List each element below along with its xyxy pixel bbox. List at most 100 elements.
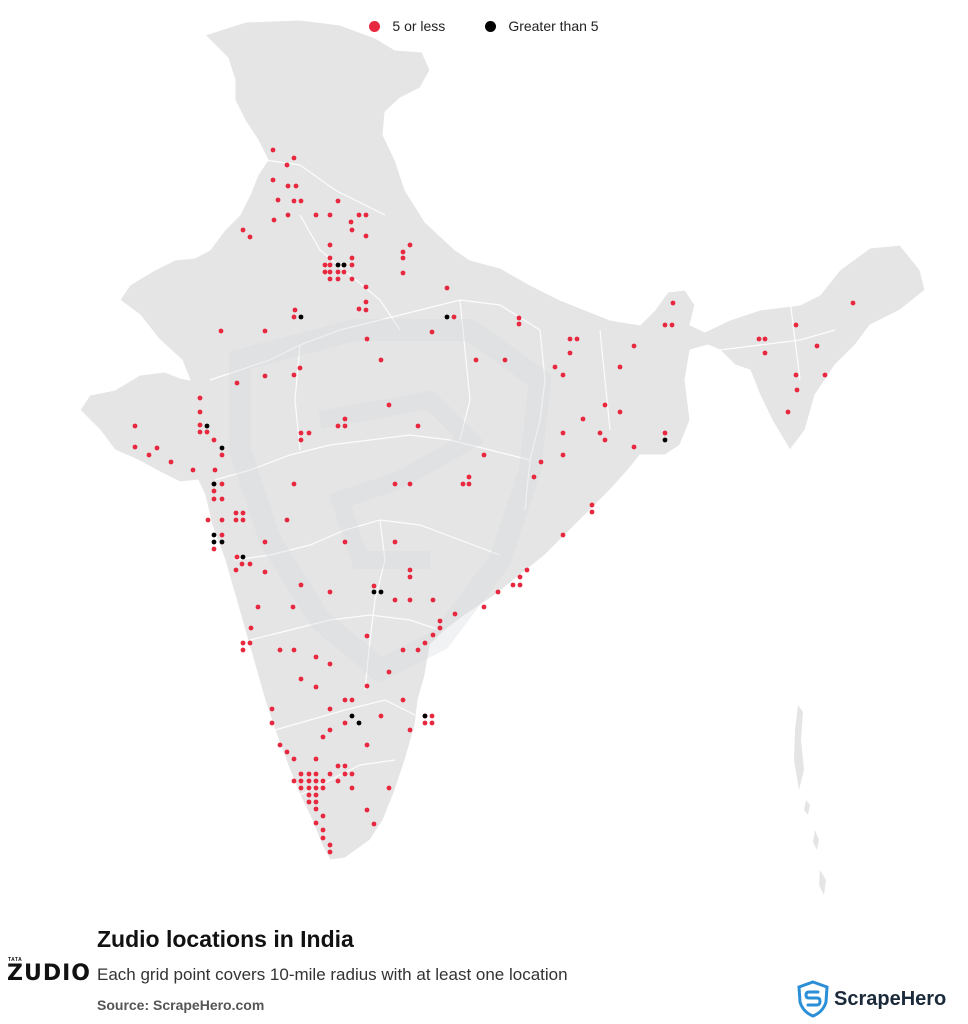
- location-point-high: [240, 554, 246, 560]
- location-point-low: [430, 632, 436, 638]
- location-point-low: [291, 756, 297, 762]
- location-point-low: [670, 300, 676, 306]
- location-point-low: [335, 269, 341, 275]
- location-point-high: [219, 445, 225, 451]
- location-point-low: [342, 720, 348, 726]
- location-point-low: [247, 234, 253, 240]
- location-point-low: [240, 227, 246, 233]
- location-point-low: [574, 336, 580, 342]
- location-point-low: [335, 778, 341, 784]
- location-point-low: [430, 597, 436, 603]
- location-point-low: [510, 582, 516, 588]
- location-point-low: [320, 827, 326, 833]
- location-point-low: [349, 276, 355, 282]
- location-point-low: [306, 785, 312, 791]
- location-point-low: [407, 567, 413, 573]
- location-point-low: [567, 336, 573, 342]
- location-point-low: [363, 212, 369, 218]
- location-point-low: [481, 604, 487, 610]
- location-point-low: [313, 756, 319, 762]
- location-point-low: [298, 771, 304, 777]
- location-point-low: [219, 517, 225, 523]
- location-point-low: [234, 554, 240, 560]
- location-point-low: [429, 713, 435, 719]
- location-point-high: [378, 589, 384, 595]
- location-point-low: [327, 661, 333, 667]
- location-point-low: [538, 459, 544, 465]
- location-point-low: [146, 452, 152, 458]
- location-point-high: [356, 720, 362, 726]
- watermark-shield: [229, 319, 552, 684]
- location-point-low: [400, 255, 406, 261]
- location-point-low: [349, 262, 355, 268]
- location-point-low: [602, 437, 608, 443]
- location-point-low: [793, 322, 799, 328]
- legend: 5 or less Greater than 5: [0, 18, 968, 34]
- location-point-low: [602, 402, 608, 408]
- location-point-low: [284, 749, 290, 755]
- location-point-low: [219, 496, 225, 502]
- legend-dot-low: [369, 20, 381, 32]
- location-point-low: [341, 269, 347, 275]
- location-point-low: [822, 372, 828, 378]
- location-point-high: [349, 713, 355, 719]
- location-point-low: [495, 589, 501, 595]
- location-point-low: [517, 582, 523, 588]
- brand-main-text: ZUDIO: [7, 961, 91, 986]
- location-point-low: [466, 481, 472, 487]
- location-point-high: [444, 314, 450, 320]
- location-point-low: [444, 285, 450, 291]
- location-point-low: [400, 647, 406, 653]
- location-point-low: [271, 217, 277, 223]
- location-point-high: [335, 262, 341, 268]
- location-point-low: [298, 437, 304, 443]
- location-point-low: [298, 676, 304, 682]
- location-point-low: [617, 364, 623, 370]
- location-point-low: [262, 569, 268, 575]
- location-point-low: [197, 409, 203, 415]
- location-point-low: [322, 262, 328, 268]
- location-point-low: [211, 496, 217, 502]
- location-point-low: [349, 697, 355, 703]
- location-point-low: [794, 387, 800, 393]
- location-point-low: [212, 467, 218, 473]
- location-point-low: [277, 742, 283, 748]
- brand-small-text: TATA: [8, 957, 23, 963]
- location-point-low: [197, 422, 203, 428]
- location-point-low: [306, 799, 312, 805]
- dots-low: [132, 147, 856, 855]
- location-point-low: [452, 611, 458, 617]
- scrapehero-name: ScrapeHero: [834, 987, 947, 1010]
- location-point-low: [597, 430, 603, 436]
- location-point-low: [363, 284, 369, 290]
- location-point-low: [407, 574, 413, 580]
- location-point-low: [247, 640, 253, 646]
- location-point-low: [364, 742, 370, 748]
- location-point-low: [240, 517, 246, 523]
- location-point-low: [270, 177, 276, 183]
- location-point-low: [306, 430, 312, 436]
- location-point-low: [292, 307, 298, 313]
- location-point-low: [516, 315, 522, 321]
- location-point-low: [275, 197, 281, 203]
- location-point-low: [327, 849, 333, 855]
- location-point-low: [669, 322, 675, 328]
- location-point-low: [364, 683, 370, 689]
- location-point-low: [327, 269, 333, 275]
- location-point-low: [298, 785, 304, 791]
- location-point-low: [342, 416, 348, 422]
- location-point-low: [197, 429, 203, 435]
- location-point-low: [327, 276, 333, 282]
- location-point-low: [762, 350, 768, 356]
- location-point-low: [567, 350, 573, 356]
- location-point-high: [211, 539, 217, 545]
- location-point-low: [211, 546, 217, 552]
- location-point-low: [306, 771, 312, 777]
- location-point-low: [349, 771, 355, 777]
- location-point-low: [327, 212, 333, 218]
- legend-dot-high: [485, 20, 497, 32]
- location-point-low: [422, 720, 428, 726]
- location-point-low: [240, 647, 246, 653]
- location-point-low: [219, 481, 225, 487]
- location-point-low: [335, 763, 341, 769]
